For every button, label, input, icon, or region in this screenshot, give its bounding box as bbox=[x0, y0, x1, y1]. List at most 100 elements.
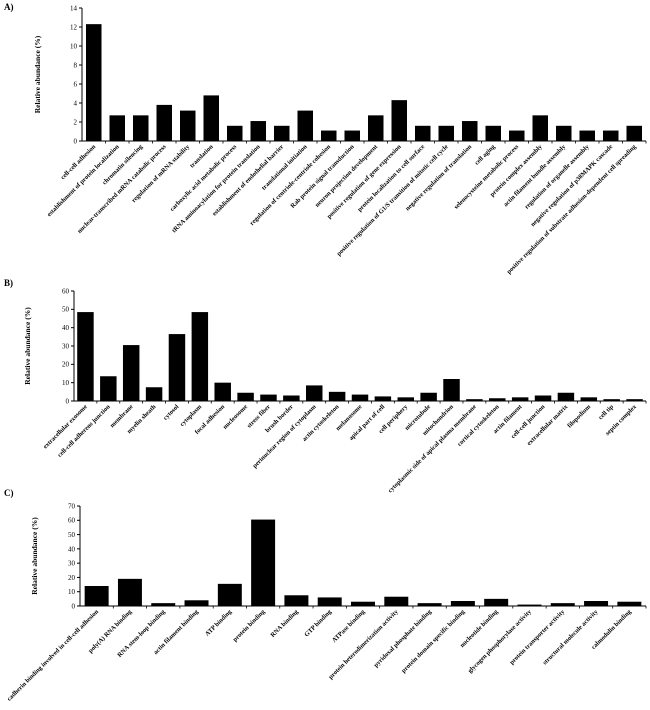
x-tick-label: protein domain specific binding bbox=[400, 608, 467, 675]
bar bbox=[351, 601, 375, 606]
y-tick-label: 10 bbox=[70, 42, 78, 50]
bar bbox=[384, 596, 409, 606]
bar bbox=[132, 115, 149, 141]
bar bbox=[109, 115, 126, 141]
x-tick-label: translational initiation bbox=[260, 143, 309, 192]
bar bbox=[117, 578, 142, 606]
y-tick-label: 70 bbox=[68, 502, 76, 510]
x-tick-label: protein heterodimerization activity bbox=[327, 608, 400, 681]
panel-b: B) 0 10 20 30 40 50 60 Relative abundance (%) ext… bbox=[4, 278, 647, 494]
bar bbox=[511, 397, 529, 401]
y-tick-label: 30 bbox=[68, 560, 76, 568]
y-tick-label: 50 bbox=[62, 306, 70, 314]
bar bbox=[168, 334, 186, 401]
y-tick-label: 6 bbox=[74, 80, 78, 88]
y-tick-label: 14 bbox=[70, 4, 78, 12]
panel-c: C) 0 10 20 30 40 50 60 70 Relative abundance (%) c… bbox=[4, 488, 647, 703]
y-tick-label: 40 bbox=[68, 545, 76, 553]
bar bbox=[557, 392, 575, 401]
bar bbox=[517, 604, 542, 606]
bar bbox=[603, 399, 620, 401]
bar bbox=[391, 100, 408, 141]
bar bbox=[397, 397, 414, 401]
panel-label: B) bbox=[4, 278, 13, 288]
x-tick-label: extracellular matrix bbox=[526, 403, 570, 447]
x-tick-label: structural molecule activity bbox=[542, 608, 600, 666]
y-tick-label: 60 bbox=[68, 517, 76, 525]
bar bbox=[85, 24, 102, 141]
x-tick-label: protein transporter activity bbox=[508, 608, 566, 666]
bar bbox=[584, 601, 609, 606]
y-tick-label: 0 bbox=[66, 397, 70, 405]
x-tick-label: extracellular exosome bbox=[42, 403, 89, 450]
bar bbox=[579, 130, 596, 141]
bar bbox=[466, 399, 483, 401]
bar bbox=[122, 345, 140, 401]
bar bbox=[145, 387, 163, 401]
bar bbox=[77, 312, 94, 401]
bar bbox=[84, 586, 109, 606]
x-tick-label: cell aging bbox=[474, 143, 498, 167]
x-tick-label: cadherin binding involved in cell-cell a… bbox=[6, 608, 101, 703]
bar bbox=[417, 603, 442, 606]
bar bbox=[191, 312, 209, 401]
y-tick-label: 20 bbox=[68, 574, 76, 582]
y-tick-label: 0 bbox=[74, 137, 78, 145]
x-tick-label: filopodium bbox=[566, 403, 593, 430]
bar bbox=[550, 603, 575, 606]
bar bbox=[367, 115, 384, 141]
bar bbox=[602, 130, 619, 141]
y-tick-label: 8 bbox=[74, 61, 78, 69]
x-tick-label: cytosol bbox=[162, 403, 180, 421]
y-tick-label: 4 bbox=[74, 99, 78, 107]
bar bbox=[260, 394, 277, 401]
bar bbox=[203, 95, 220, 141]
x-tick-label: glycogen phosphorylase activity bbox=[467, 608, 534, 675]
x-tick-label: cell tip bbox=[597, 403, 615, 421]
bar bbox=[414, 125, 431, 141]
y-axis-title: Relative abundance (%) bbox=[23, 307, 32, 385]
panel-label: C) bbox=[4, 488, 14, 498]
bar bbox=[237, 392, 254, 401]
x-tick-label: RNA binding bbox=[269, 608, 300, 639]
x-tick-label: GTP binding bbox=[303, 608, 334, 639]
y-tick-label: 12 bbox=[70, 23, 78, 31]
bar bbox=[485, 125, 502, 141]
bar bbox=[534, 395, 552, 401]
bar bbox=[284, 595, 309, 606]
bar bbox=[328, 391, 346, 401]
bar bbox=[273, 125, 290, 141]
y-tick-label: 0 bbox=[72, 602, 76, 610]
y-tick-label: 40 bbox=[62, 324, 70, 332]
bar bbox=[317, 597, 342, 606]
x-tick-label: chromatin silencing bbox=[101, 143, 144, 186]
y-tick-label: 50 bbox=[68, 531, 76, 539]
bar bbox=[532, 115, 549, 141]
panel-label: A) bbox=[4, 2, 14, 12]
x-tick-label: nucleosome bbox=[222, 403, 249, 430]
bar bbox=[344, 130, 361, 141]
y-tick-label: 20 bbox=[62, 361, 70, 369]
bar bbox=[100, 376, 117, 401]
bar bbox=[508, 130, 525, 141]
bar bbox=[179, 110, 196, 141]
bar bbox=[226, 125, 243, 141]
bar bbox=[250, 121, 267, 141]
y-tick-label: 10 bbox=[68, 588, 76, 596]
x-tick-label: nuclear-transcribed mRNA catabolic proce… bbox=[76, 143, 168, 235]
bar bbox=[151, 603, 176, 606]
bar bbox=[580, 397, 598, 401]
x-tick-label: ATP binding bbox=[204, 608, 234, 638]
bar bbox=[351, 394, 369, 401]
bar bbox=[214, 382, 231, 401]
x-tick-label: tRNA aminoacylation for protein translat… bbox=[171, 143, 262, 234]
bar bbox=[626, 399, 643, 401]
x-tick-label: ATPase binding bbox=[331, 608, 367, 644]
bar bbox=[555, 125, 572, 141]
bar bbox=[156, 104, 173, 141]
y-tick-label: 10 bbox=[62, 379, 70, 387]
y-tick-label: 30 bbox=[62, 342, 70, 350]
bar bbox=[184, 600, 209, 606]
bar bbox=[450, 601, 475, 606]
